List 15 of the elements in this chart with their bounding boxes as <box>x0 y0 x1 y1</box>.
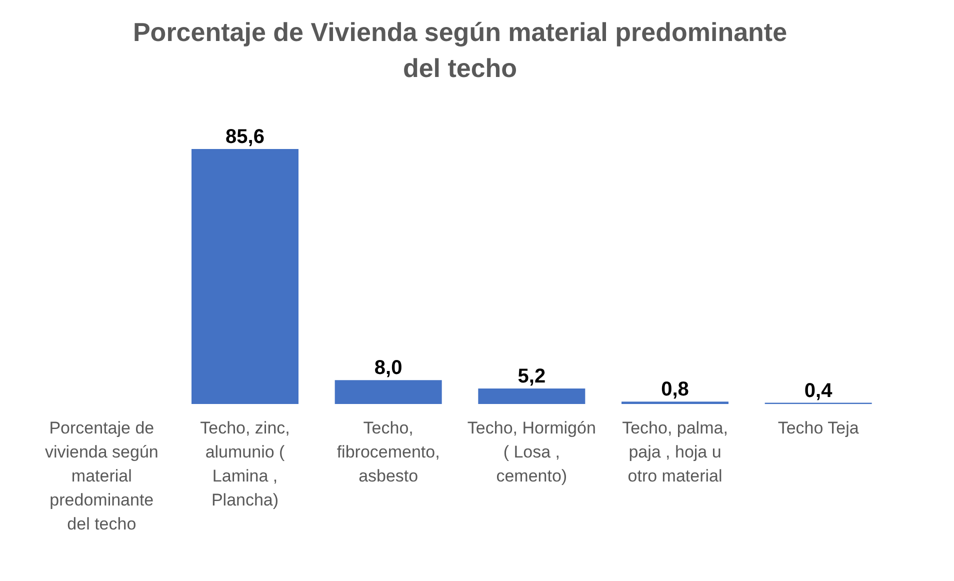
x-tick-label: Techo, Hormigón ( Losa , cemento) <box>467 418 596 486</box>
bar <box>334 380 442 404</box>
data-label: 0,4 <box>804 380 834 402</box>
data-label: 5,2 <box>518 366 546 388</box>
data-label: 8,0 <box>374 357 402 380</box>
x-tick-label: Techo, palma, paja , hoja u otro material <box>622 418 728 486</box>
data-label: 0,8 <box>661 378 689 401</box>
chart-title: Porcentaje de Vivienda según material predominante del techo <box>132 17 788 83</box>
data-label: 85,6 <box>226 126 264 148</box>
bar <box>478 388 586 404</box>
x-tick-label: Techo, zinc, alumunio ( Lamina , Plancha) <box>200 418 290 510</box>
x-tick-label: Porcentaje de vivienda según material predominante del techo <box>44 418 158 534</box>
x-tick-label: Techo, fibrocemento, asbesto <box>336 418 440 486</box>
bar <box>192 149 298 404</box>
x-tick-label: Techo Teja <box>778 418 860 438</box>
